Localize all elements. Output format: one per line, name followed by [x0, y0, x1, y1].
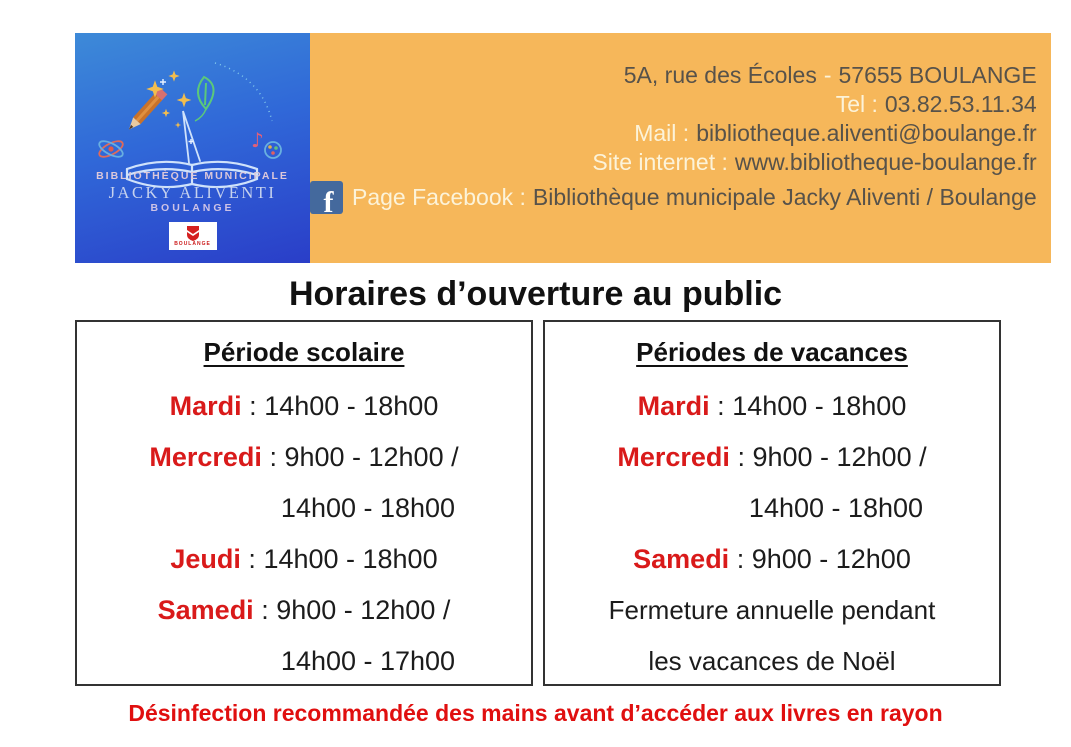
time-range: 9h00 - 12h00 — [751, 544, 911, 574]
music-note-icon: ♪ — [251, 128, 264, 152]
vacation-period-header: Périodes de vacances — [636, 337, 908, 367]
day-label: Samedi — [157, 595, 254, 625]
town-crest: BOULANGE — [168, 222, 217, 250]
time-range: 14h00 - 18h00 — [264, 391, 439, 421]
day-separator: : — [261, 442, 285, 472]
schedule-row: Jeudi : 14h00 - 18h00 — [77, 534, 531, 585]
email-line: Mail : bibliotheque.aliventi@boulange.fr — [634, 119, 1036, 148]
day-label: Mardi — [637, 391, 710, 421]
schedule-row: Mercredi : 9h00 - 12h00 / — [77, 432, 531, 483]
day-separator: : — [729, 442, 753, 472]
logo-text-line2: JACKY ALIVENTI — [108, 183, 277, 202]
schedule-row: Samedi : 9h00 - 12h00 — [545, 534, 999, 585]
open-book-icon — [125, 110, 259, 189]
school-period-box: Période scolaire Mardi : 14h00 - 18h00 Me… — [75, 320, 533, 686]
logo-text-line1: BIBLIOTHÈQUE MUNICIPALE — [96, 170, 289, 182]
schedule-note-line: les vacances de Noël — [648, 646, 896, 676]
day-separator: : — [240, 544, 264, 574]
header-banner: ♪ BIBLIOTHÈQUE MUNICIPALE JACKY ALIVENTI… — [75, 33, 1051, 263]
facebook-label: Page Facebook : — [352, 184, 526, 210]
time-range: 9h00 - 12h00 / — [276, 595, 451, 625]
schedule-row: Mercredi : 9h00 - 12h00 / — [545, 432, 999, 483]
phone-line: Tel : 03.82.53.11.34 — [836, 90, 1037, 119]
day-separator: : — [253, 595, 277, 625]
schedule-row: 14h00 - 18h00 — [609, 483, 1063, 534]
pencil-icon — [128, 87, 168, 130]
time-range: 14h00 - 18h00 — [280, 493, 456, 523]
schedule-note-line: Fermeture annuelle pendant — [608, 595, 936, 625]
website-line: Site internet : www.bibliotheque-boulang… — [592, 148, 1036, 177]
phone-label: Tel : — [835, 91, 878, 117]
library-logo-illustration: ♪ — [98, 62, 282, 189]
school-period-rows: Mardi : 14h00 - 18h00 Mercredi : 9h00 - 1… — [77, 381, 531, 687]
palette-icon — [264, 141, 282, 159]
day-label: Samedi — [633, 544, 730, 574]
address-street: 5A, rue des Écoles — [623, 62, 817, 88]
day-separator: : — [709, 391, 733, 421]
website-value: www.bibliotheque-boulange.fr — [734, 149, 1037, 175]
address-line: 5A, rue des Écoles - 57655 BOULANGE — [624, 61, 1037, 90]
arc-decoration — [214, 62, 273, 122]
time-range: 14h00 - 18h00 — [748, 493, 924, 523]
page-title: Horaires d’ouverture au public — [288, 275, 783, 313]
vacation-period-box: Périodes de vacances Mardi : 14h00 - 18h… — [543, 320, 1001, 686]
atom-icon — [98, 140, 124, 158]
plus-sparkles — [160, 79, 194, 144]
time-range: 14h00 - 17h00 — [280, 646, 456, 676]
email-value: bibliotheque.aliventi@boulange.fr — [696, 120, 1037, 146]
time-range: 9h00 - 12h00 / — [284, 442, 459, 472]
crest-label: BOULANGE — [174, 240, 211, 247]
facebook-value: Bibliothèque municipale Jacky Aliventi /… — [532, 184, 1037, 210]
sparkle-icons — [146, 70, 192, 129]
hygiene-notice: Désinfection recommandée des mains avant… — [128, 700, 943, 726]
logo-text-line3: BOULANGE — [150, 202, 235, 214]
address-separator: - — [823, 62, 832, 88]
schedule-row: Samedi : 9h00 - 12h00 / — [77, 585, 531, 636]
email-label: Mail : — [634, 120, 690, 146]
address-city: 57655 BOULANGE — [838, 62, 1037, 88]
library-logo-panel: ♪ BIBLIOTHÈQUE MUNICIPALE JACKY ALIVENTI… — [75, 33, 310, 263]
school-period-header: Période scolaire — [203, 337, 405, 367]
day-separator: : — [241, 391, 265, 421]
day-separator: : — [729, 544, 752, 574]
leaf-icon — [194, 75, 215, 122]
vacation-period-rows: Mardi : 14h00 - 18h00 Mercredi : 9h00 - 1… — [545, 381, 999, 687]
contact-panel: 5A, rue des Écoles - 57655 BOULANGE Tel … — [310, 33, 1051, 263]
day-label: Mercredi — [149, 442, 262, 472]
day-label: Mardi — [169, 391, 242, 421]
crest-shield-icon — [186, 225, 199, 241]
day-label: Jeudi — [170, 544, 241, 574]
facebook-icon: f — [310, 181, 343, 214]
facebook-line: f Page Facebook : Bibliothèque municipal… — [310, 181, 1037, 214]
time-range: 14h00 - 18h00 — [263, 544, 438, 574]
schedule-row: Mardi : 14h00 - 18h00 — [545, 381, 999, 432]
schedule-row: 14h00 - 18h00 — [141, 483, 595, 534]
phone-value: 03.82.53.11.34 — [884, 91, 1037, 117]
day-label: Mercredi — [617, 442, 730, 472]
time-range: 14h00 - 18h00 — [732, 391, 907, 421]
schedule-row: Mardi : 14h00 - 18h00 — [77, 381, 531, 432]
website-label: Site internet : — [592, 149, 728, 175]
schedule-row: 14h00 - 17h00 — [141, 636, 595, 687]
time-range: 9h00 - 12h00 / — [752, 442, 927, 472]
